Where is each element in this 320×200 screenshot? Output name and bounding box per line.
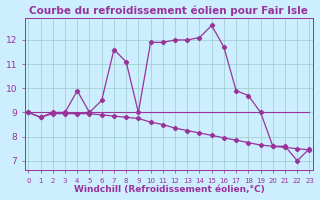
Title: Courbe du refroidissement éolien pour Fair Isle: Courbe du refroidissement éolien pour Fa… bbox=[29, 6, 308, 16]
X-axis label: Windchill (Refroidissement éolien,°C): Windchill (Refroidissement éolien,°C) bbox=[74, 185, 264, 194]
